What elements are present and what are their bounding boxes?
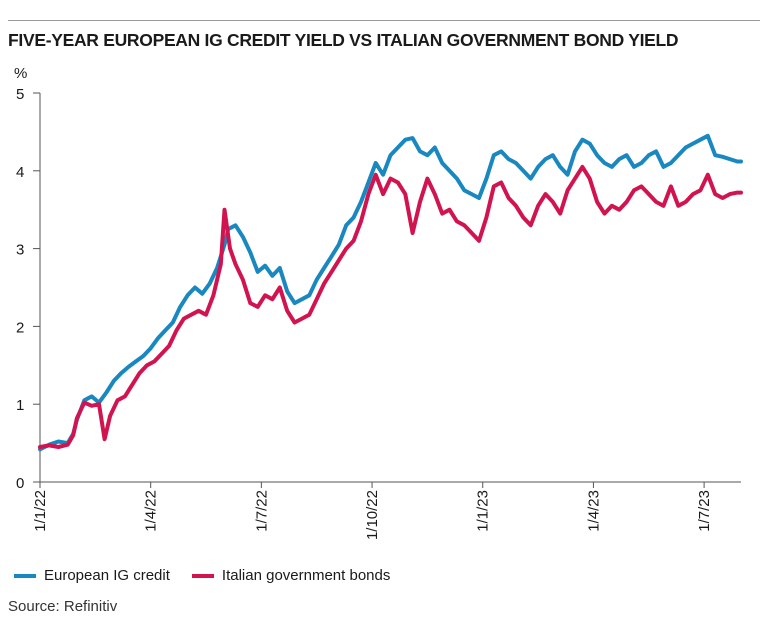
x-tick-label: 1/7/22 — [253, 490, 270, 532]
legend-swatch-italian-bonds — [191, 573, 214, 578]
legend-label-italian-bonds: Italian government bonds — [221, 567, 391, 584]
y-tick-label: 1 — [16, 397, 24, 414]
legend-label-ig-credit: European IG credit — [44, 567, 170, 584]
x-tick-label: 1/1/22 — [32, 490, 49, 532]
chart-title: FIVE-YEAR EUROPEAN IG CREDIT YIELD VS IT… — [8, 30, 679, 50]
y-tick-label: 5 — [16, 86, 24, 103]
x-axis: 1/1/22 1/4/22 1/7/22 1/10/22 1/1/23 1/4/23 1/7… — [32, 481, 741, 540]
x-tick-label: 1/1/23 — [475, 490, 492, 532]
series-line-ig-credit — [38, 133, 743, 452]
source-note: Source: Refinitiv — [8, 598, 118, 615]
series-line-italian-bonds — [38, 164, 743, 449]
line-chart: % 0 1 2 3 4 5 1/1/22 1/4/22 1/7/22 1/10/22 1/1/23… — [14, 65, 743, 540]
x-tick-label: 1/10/22 — [364, 490, 381, 540]
legend-swatch-ig-credit — [14, 573, 36, 578]
x-tick-label: 1/7/23 — [696, 490, 713, 532]
legend: European IG credit Italian government bo… — [14, 567, 412, 584]
y-tick-label: 2 — [16, 319, 24, 336]
y-axis-unit-label: % — [14, 65, 27, 82]
y-tick-label: 3 — [16, 242, 24, 259]
series-group — [38, 133, 743, 452]
legend-item-italian-bonds: Italian government bonds — [191, 567, 391, 584]
y-axis: 0 1 2 3 4 5 — [16, 86, 41, 492]
x-tick-label: 1/4/22 — [143, 490, 160, 532]
legend-item-ig-credit: European IG credit — [14, 567, 170, 584]
top-rule — [8, 20, 760, 21]
y-tick-label: 4 — [16, 164, 24, 181]
x-tick-label: 1/4/23 — [585, 490, 602, 532]
y-tick-label: 0 — [16, 475, 24, 492]
